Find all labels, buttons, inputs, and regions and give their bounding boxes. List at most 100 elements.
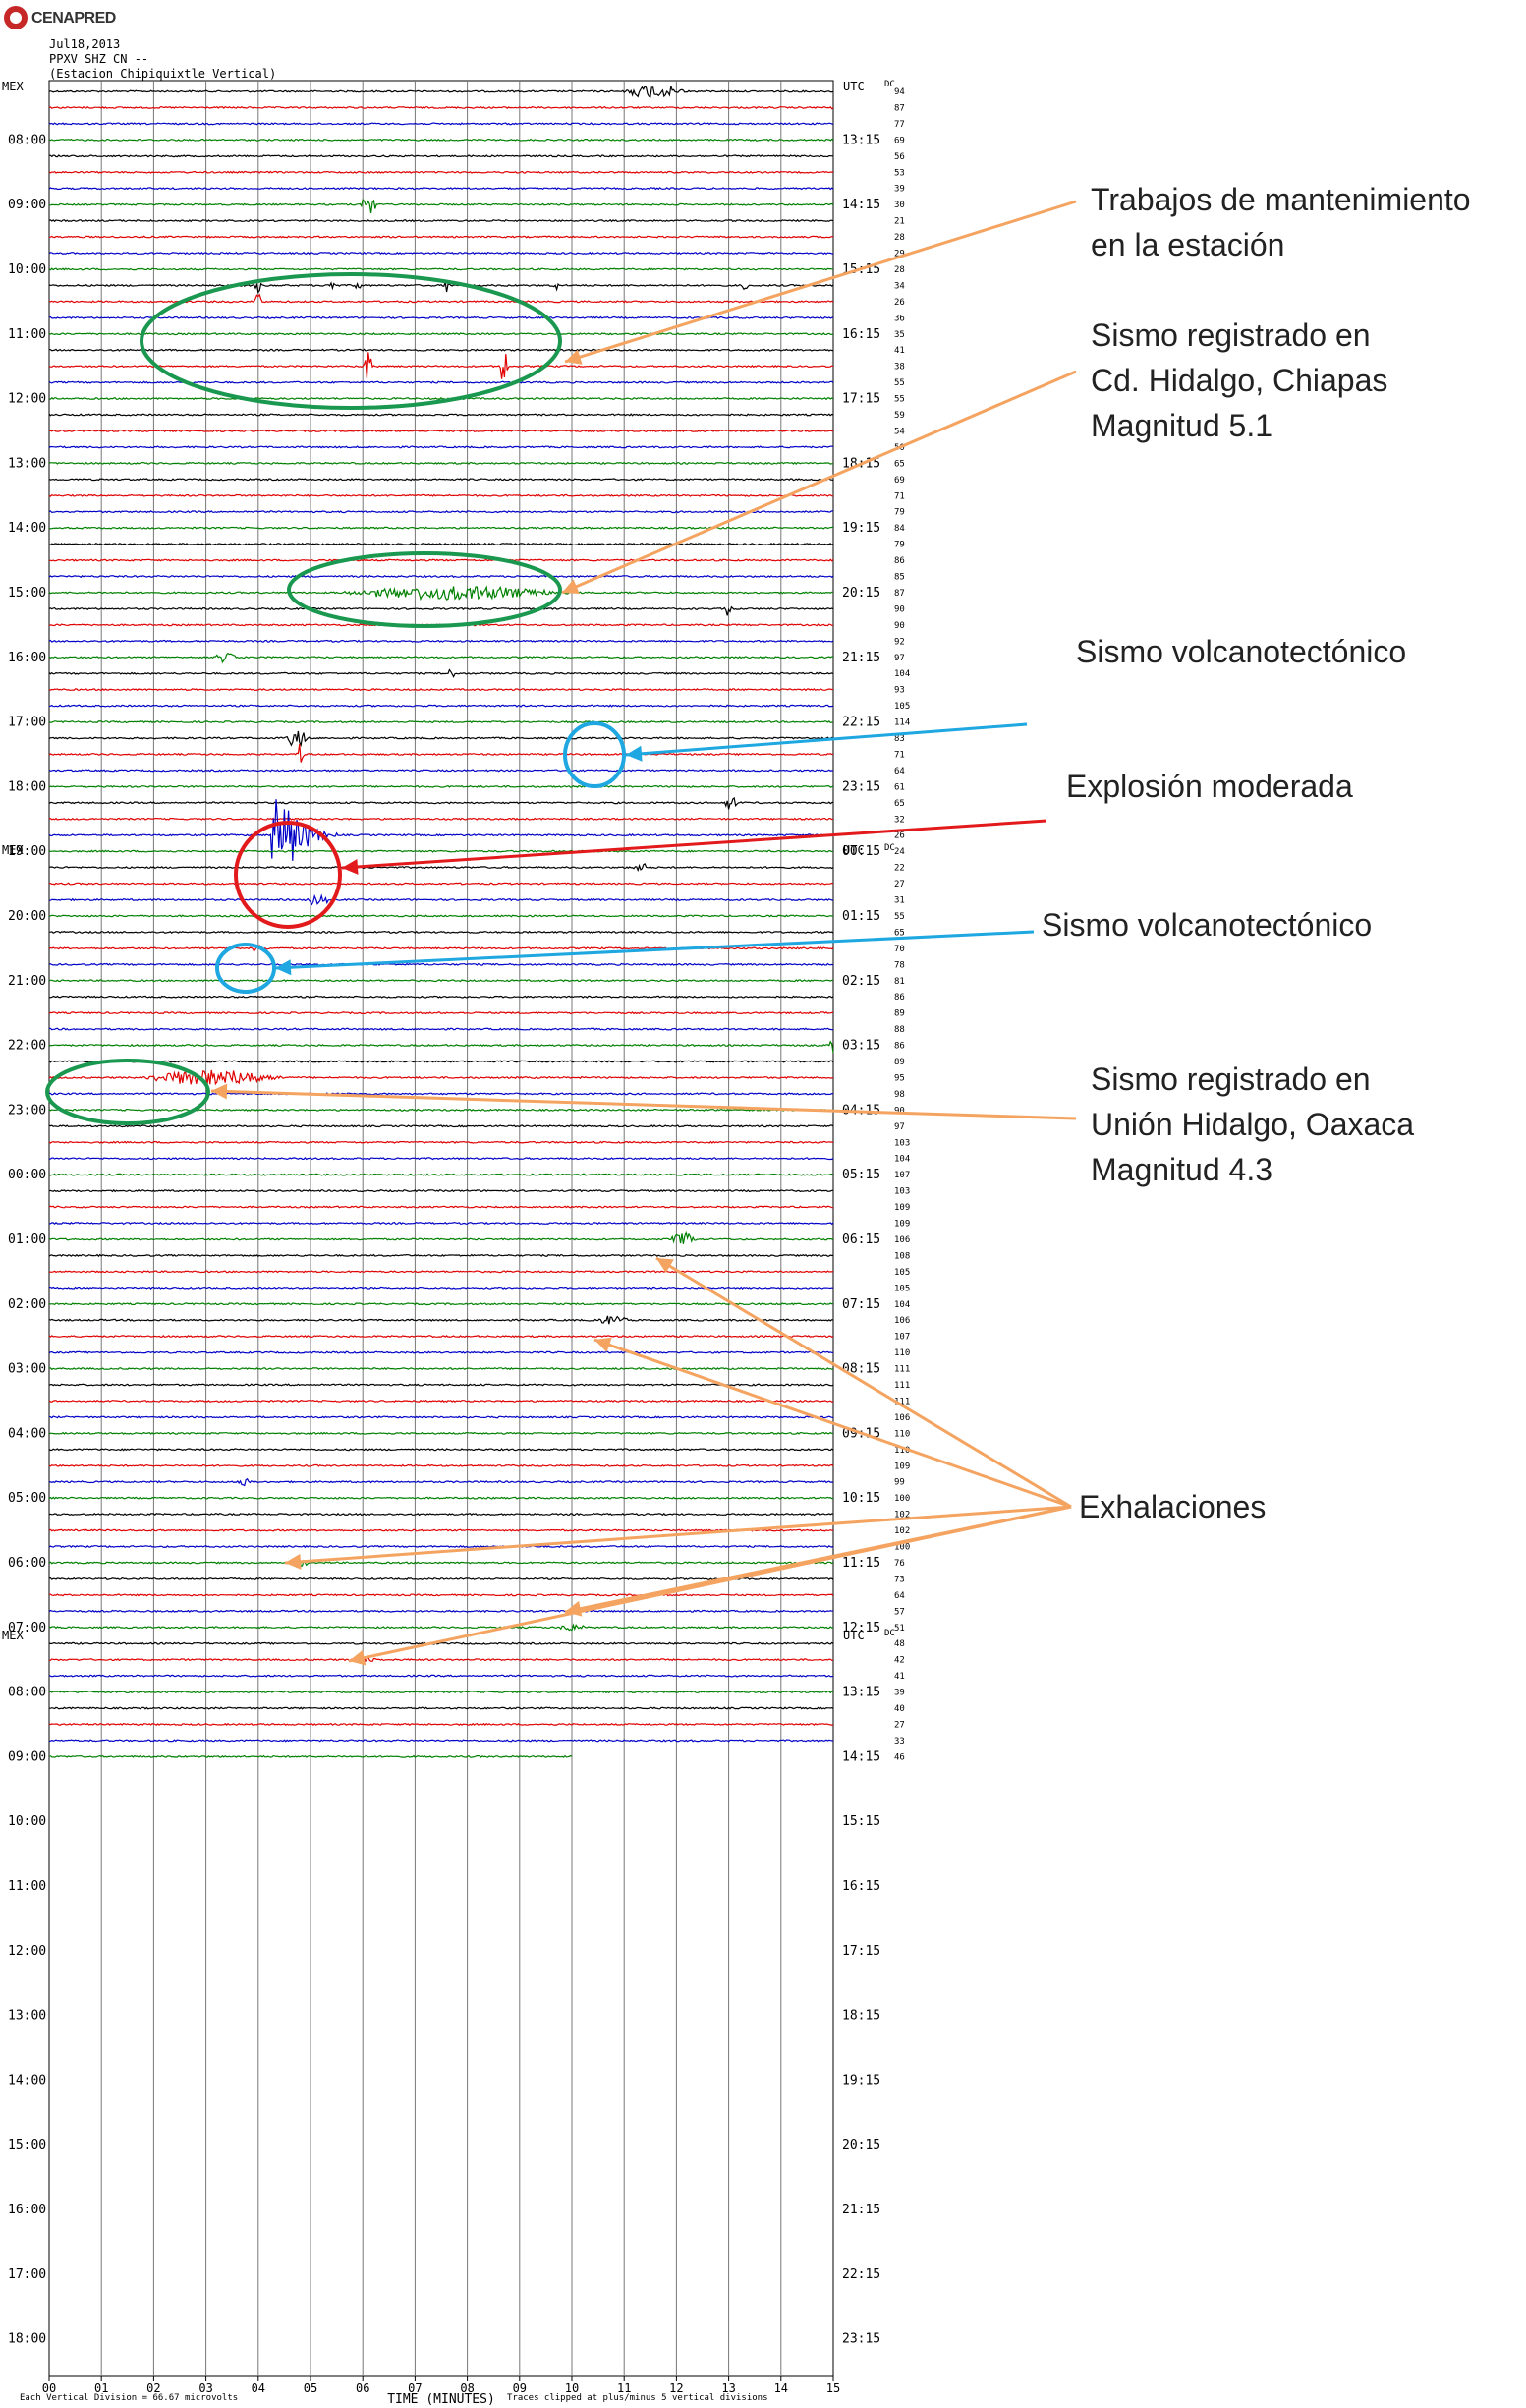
annotation-line: Unión Hidalgo, Oaxaca	[1091, 1107, 1415, 1142]
hour-label-right: 20:15	[842, 2138, 880, 2152]
annotation-vt2: Sismo volcanotectónico	[1042, 902, 1372, 947]
seismic-trace	[48, 1221, 834, 1226]
seismic-trace	[48, 1335, 834, 1339]
seismic-trace	[48, 1069, 834, 1086]
x-tick-label: 02	[146, 2381, 160, 2395]
arrow-chiapas-head	[562, 579, 580, 595]
dc-value: 105	[894, 702, 910, 712]
hour-label-right: 16:15	[842, 1879, 880, 1894]
seismic-trace	[48, 267, 834, 271]
dc-value: 97	[894, 654, 905, 663]
arrow-exhalacion-head	[285, 1553, 302, 1570]
seismic-trace	[48, 1205, 834, 1209]
hour-label-right: 13:15	[842, 133, 880, 147]
seismic-trace	[48, 930, 834, 935]
dc-header: DC	[884, 843, 895, 853]
dc-value: 90	[894, 621, 905, 631]
seismic-trace	[48, 668, 834, 678]
annotation-line: Magnitud 5.1	[1091, 408, 1273, 443]
dc-value: 31	[894, 896, 905, 906]
seismic-trace	[48, 493, 834, 497]
seismic-trace	[48, 1512, 834, 1517]
seismic-trace	[48, 1641, 834, 1645]
arrow-oaxaca	[210, 1089, 1077, 1120]
seismic-trace	[48, 882, 834, 886]
arrow-exhalacion	[593, 1338, 1072, 1509]
hour-label-right: 18:15	[842, 2009, 880, 2024]
dc-value: 107	[894, 1171, 910, 1180]
dc-value: 88	[894, 1025, 905, 1035]
dc-value: 108	[894, 1251, 910, 1261]
seismic-trace	[48, 558, 834, 562]
dc-value: 54	[894, 427, 905, 436]
plot-frame	[48, 80, 834, 2377]
seismic-trace	[48, 1302, 834, 1306]
header-channel: PPXV SHZ CN --	[49, 52, 149, 66]
hour-label-right: 07:15	[842, 1297, 880, 1312]
hour-label-left: 16:00	[8, 651, 46, 665]
dc-value: 29	[894, 250, 905, 259]
ellipse-oaxaca	[45, 1059, 210, 1125]
seismic-trace	[48, 1399, 834, 1404]
seismic-trace	[48, 769, 834, 773]
annotation-line: Explosión moderada	[1066, 769, 1353, 804]
x-tick-label: 10	[565, 2381, 579, 2395]
dc-value: 33	[894, 1737, 905, 1747]
seismic-trace	[48, 1739, 834, 1743]
dc-value: 79	[894, 508, 905, 518]
dc-value: 28	[894, 265, 905, 275]
dc-value: 22	[894, 864, 905, 874]
seismic-trace	[48, 1230, 834, 1244]
arrow-mantenimiento-head	[565, 349, 583, 365]
x-tick-label: 05	[304, 2381, 317, 2395]
seismic-trace	[48, 1528, 834, 1532]
hour-label-right: 21:15	[842, 651, 880, 665]
dc-value: 26	[894, 831, 905, 841]
ellipse-mantenimiento	[140, 272, 562, 410]
seismic-trace	[48, 995, 834, 999]
arrow-exhalacion-head	[349, 1649, 367, 1666]
seismic-trace	[48, 1463, 834, 1467]
footer-right: Traces clipped at plus/minus 5 vertical …	[507, 2393, 768, 2403]
seismic-trace	[48, 348, 834, 352]
hour-label-left: 12:00	[8, 1944, 46, 1959]
hour-label-right: 01:15	[842, 909, 880, 924]
arrow-vt1	[625, 722, 1028, 757]
dc-value: 40	[894, 1704, 905, 1714]
seismic-trace	[48, 542, 834, 546]
hour-label-left: 13:00	[8, 456, 46, 471]
seismic-trace	[48, 332, 834, 336]
dc-value: 100	[894, 1543, 910, 1553]
ellipse-chiapas	[287, 551, 562, 628]
hour-label-right: 20:15	[842, 586, 880, 601]
seismic-trace	[49, 893, 834, 906]
hour-label-left: 14:00	[8, 2073, 46, 2088]
annotation-line: Trabajos de mantenimiento	[1091, 182, 1471, 217]
seismic-trace	[48, 199, 834, 213]
seismic-trace	[48, 1011, 833, 1015]
seismic-trace	[48, 1496, 834, 1500]
dc-value: 35	[894, 330, 905, 340]
seismic-trace	[48, 1060, 834, 1063]
seismic-trace	[48, 293, 834, 304]
seismic-trace	[48, 281, 834, 294]
hour-label-right: 02:15	[842, 974, 880, 989]
dc-value: 104	[894, 1300, 910, 1310]
seismic-trace	[49, 1706, 834, 1710]
dc-value: 81	[894, 977, 905, 987]
dc-value: 65	[894, 459, 905, 469]
annotation-vt1: Sismo volcanotectónico	[1076, 629, 1406, 674]
dc-value: 53	[894, 168, 905, 178]
annotation-mantenimiento: Trabajos de mantenimiento en la estación	[1091, 177, 1471, 267]
annotation-line: Sismo registrado en	[1091, 317, 1371, 353]
dc-value: 76	[894, 1559, 905, 1569]
dc-value: 21	[894, 217, 905, 227]
seismic-trace	[48, 235, 834, 239]
hour-label-left: 05:00	[8, 1491, 46, 1506]
dc-value: 109	[894, 1462, 910, 1471]
seismic-trace	[49, 1366, 834, 1371]
hour-label-right: 23:15	[842, 2332, 880, 2347]
seismic-trace	[48, 1593, 834, 1597]
dc-value: 71	[894, 750, 905, 760]
dc-value: 89	[894, 1058, 905, 1067]
